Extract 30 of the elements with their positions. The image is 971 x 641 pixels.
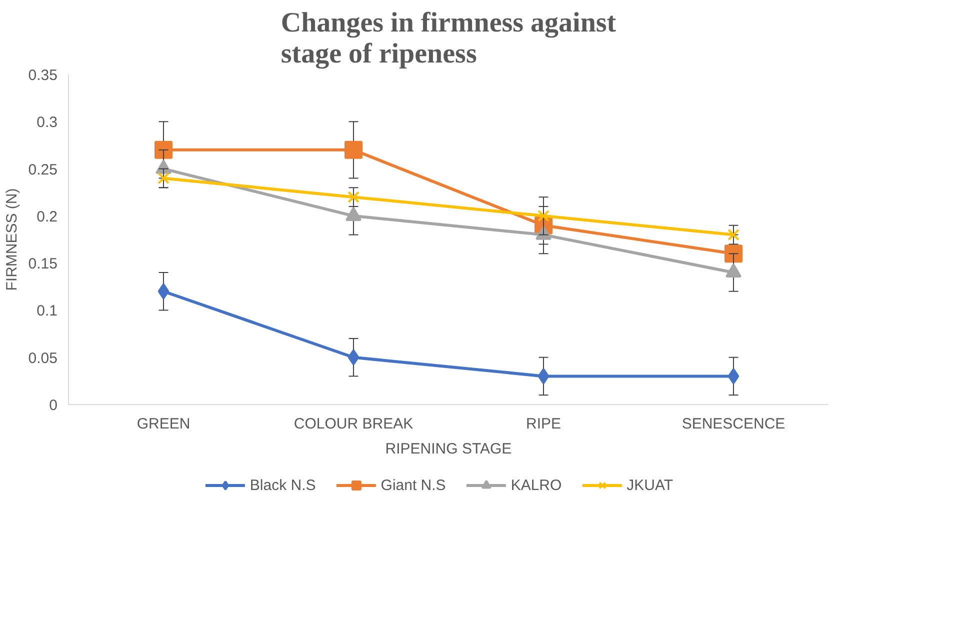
- y-tick-label: 0.15: [28, 256, 58, 273]
- point: [158, 172, 170, 184]
- point: [348, 191, 360, 204]
- y-tick-label: 0.1: [36, 302, 58, 320]
- point: [728, 228, 740, 241]
- x-axis-title: RIPENING STAGE: [385, 440, 512, 458]
- x-tick-label: COLOUR BREAK: [294, 416, 414, 432]
- y-tick-label: 0.3: [36, 114, 58, 132]
- x-tick-label: RIPE: [526, 416, 562, 432]
- y-tick-label: 0: [49, 397, 58, 414]
- point: [154, 140, 172, 159]
- point: [728, 368, 740, 384]
- chart-title: Changes in firmness against stage of ripeness: [280, 8, 617, 70]
- point: [724, 244, 742, 263]
- point: [158, 283, 170, 300]
- point: [348, 349, 360, 366]
- y-tick-label: 0.05: [28, 350, 58, 367]
- point: [538, 368, 550, 384]
- y-tick-label: 0.35: [28, 67, 58, 84]
- x-tick-label: SENESCENCE: [682, 416, 786, 432]
- legend-label: JKUAT: [626, 476, 674, 494]
- legend-label: Black N.S: [250, 476, 316, 494]
- x-tick-label: GREEN: [136, 416, 190, 432]
- point: [344, 140, 362, 159]
- y-tick-label: 0.2: [36, 208, 58, 226]
- point: [538, 210, 550, 222]
- legend-label: Giant N.S: [380, 476, 446, 494]
- y-tick-label: 0.25: [28, 161, 58, 178]
- legend-label: KALRO: [510, 476, 562, 494]
- y-axis-title: FIRMNESS (N): [3, 188, 20, 291]
